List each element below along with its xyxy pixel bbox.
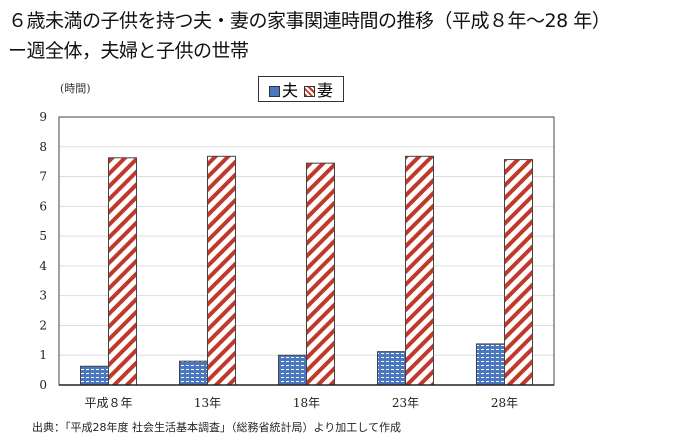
chart-title: ６歳未満の子供を持つ夫・妻の家事関連時間の推移（平成８年～28 年） bbox=[8, 10, 611, 32]
legend-item-wife: 妻 bbox=[304, 77, 333, 101]
bar-wife bbox=[306, 162, 335, 386]
y-tick-label: 0 bbox=[39, 378, 47, 392]
legend-item-husband: 夫 bbox=[268, 77, 298, 101]
bar-husband bbox=[179, 360, 208, 386]
bar-wife bbox=[108, 157, 137, 386]
y-tick-label: 2 bbox=[39, 318, 47, 332]
y-tick-label: 5 bbox=[39, 229, 47, 243]
bar-husband bbox=[80, 365, 109, 386]
y-axis-label: (時間) bbox=[60, 82, 91, 95]
bar-husband bbox=[377, 351, 406, 386]
x-tick-label: 13年 bbox=[194, 396, 221, 410]
y-tick-label: 1 bbox=[39, 348, 47, 362]
legend: 夫 妻 bbox=[258, 76, 344, 102]
bar-husband bbox=[476, 343, 505, 386]
x-tick-label: 28年 bbox=[491, 396, 518, 410]
y-tick-label: 8 bbox=[39, 140, 47, 154]
x-tick-label: 18年 bbox=[293, 396, 320, 410]
source-note: 出典：「平成28年度 社会生活基本調査」（総務省統計局）より加工して作成 bbox=[32, 421, 401, 434]
legend-label-wife: 妻 bbox=[317, 81, 334, 100]
bar-wife bbox=[405, 155, 434, 386]
bar-wife bbox=[504, 159, 533, 386]
bar-husband bbox=[278, 354, 307, 386]
y-tick-label: 9 bbox=[39, 110, 47, 124]
y-tick-label: 4 bbox=[39, 259, 47, 273]
y-tick-label: 7 bbox=[39, 170, 47, 184]
legend-swatch-wife bbox=[304, 86, 315, 97]
x-tick-label: 23年 bbox=[392, 396, 419, 410]
y-tick-label: 6 bbox=[39, 199, 47, 213]
x-tick-label: 平成８年 bbox=[84, 396, 132, 410]
y-tick-label: 3 bbox=[39, 289, 47, 303]
legend-swatch-husband bbox=[268, 86, 280, 97]
chart-subtitle: ー週全体，夫婦と子供の世帯 bbox=[8, 40, 249, 62]
legend-label-husband: 夫 bbox=[281, 81, 298, 100]
bar-wife bbox=[207, 155, 236, 386]
